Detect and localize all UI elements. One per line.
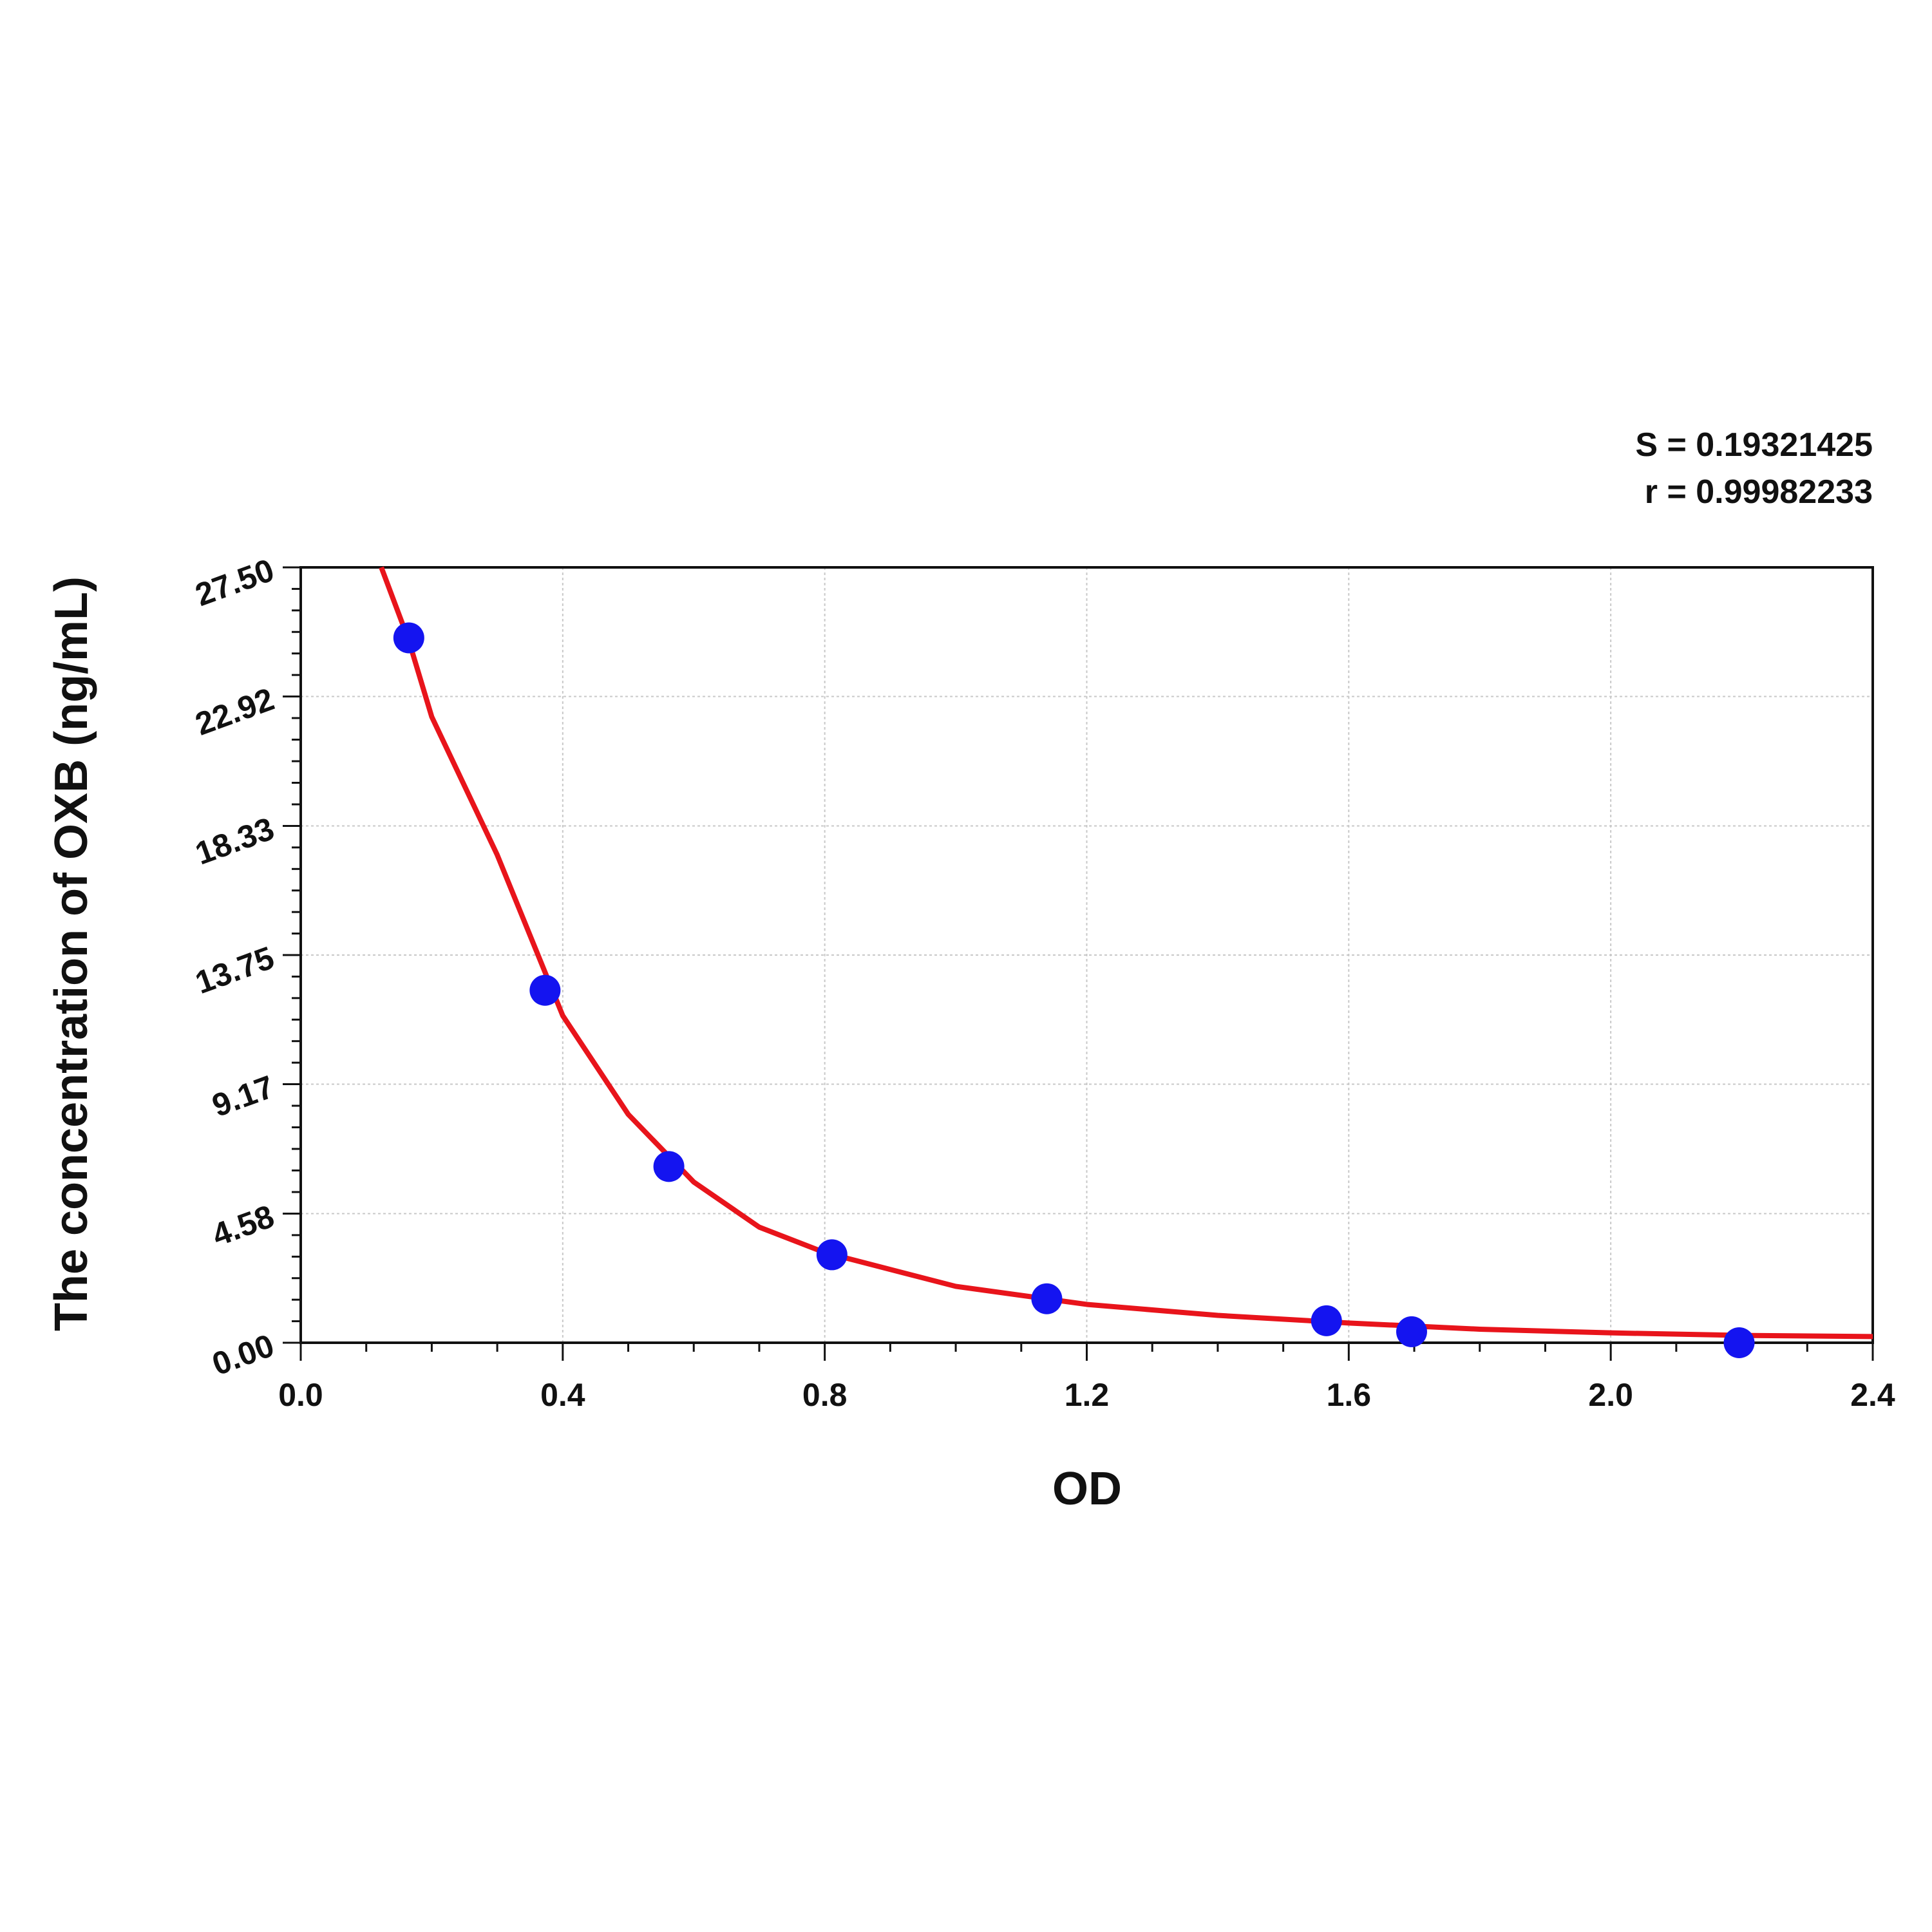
x-tick-label: 0.0 bbox=[278, 1377, 323, 1413]
data-point bbox=[529, 974, 561, 1006]
data-point bbox=[1311, 1305, 1342, 1336]
x-tick-label: 0.8 bbox=[802, 1377, 848, 1413]
annotation: r = 0.99982233 bbox=[1645, 473, 1873, 511]
x-tick-label: 1.6 bbox=[1327, 1377, 1372, 1413]
x-tick-label: 1.2 bbox=[1065, 1377, 1110, 1413]
y-axis-title: The concentration of OXB (ng/mL) bbox=[46, 576, 97, 1331]
x-tick-label: 0.4 bbox=[540, 1377, 585, 1413]
plot-frame bbox=[299, 566, 1874, 1344]
x-tick-label: 2.0 bbox=[1588, 1377, 1633, 1413]
y-tick-label: 4.58 bbox=[207, 1198, 279, 1253]
y-tick-label: 27.50 bbox=[191, 552, 279, 613]
y-tick-label: 0.00 bbox=[207, 1327, 279, 1383]
fit-curve bbox=[379, 566, 1873, 1340]
x-axis-title: OD bbox=[1052, 1463, 1122, 1515]
data-point bbox=[1031, 1283, 1063, 1314]
data-point bbox=[1396, 1316, 1427, 1347]
y-tick-label: 9.17 bbox=[207, 1068, 279, 1124]
data-point bbox=[1723, 1327, 1755, 1358]
x-tick-label: 2.4 bbox=[1850, 1377, 1895, 1413]
y-tick-label: 18.33 bbox=[191, 810, 279, 871]
annotation: S = 0.19321425 bbox=[1635, 426, 1873, 464]
data-point bbox=[653, 1151, 685, 1182]
y-tick-label: 13.75 bbox=[191, 940, 279, 1001]
data-point bbox=[816, 1239, 848, 1271]
data-point bbox=[393, 622, 424, 654]
y-tick-label: 22.92 bbox=[191, 681, 279, 742]
